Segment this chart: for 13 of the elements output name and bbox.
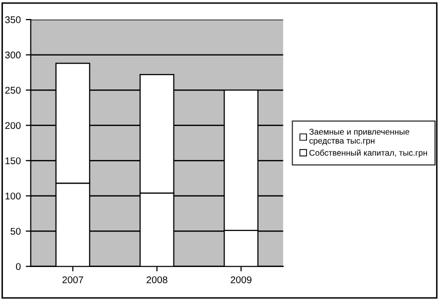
- x-tick-label: 2008: [146, 276, 168, 284]
- y-tick-label: 150: [6, 157, 21, 164]
- legend-label: Собственный капитал, тыс.грн: [309, 149, 427, 158]
- y-tick-label: 100: [6, 192, 21, 200]
- y-tick-label: 250: [5, 86, 21, 94]
- legend-label: Заемные и привлеченные средства тыс.грн: [309, 128, 410, 146]
- y-tick-label: 300: [5, 52, 21, 58]
- y-tick-label: 0: [16, 263, 21, 270]
- x-tick-label: 2009: [230, 276, 252, 284]
- x-tick-label: 2007: [62, 276, 84, 284]
- y-tick-label: 200: [5, 122, 21, 129]
- y-tick-label: 350: [5, 16, 21, 24]
- y-tick-label: 50: [10, 228, 21, 235]
